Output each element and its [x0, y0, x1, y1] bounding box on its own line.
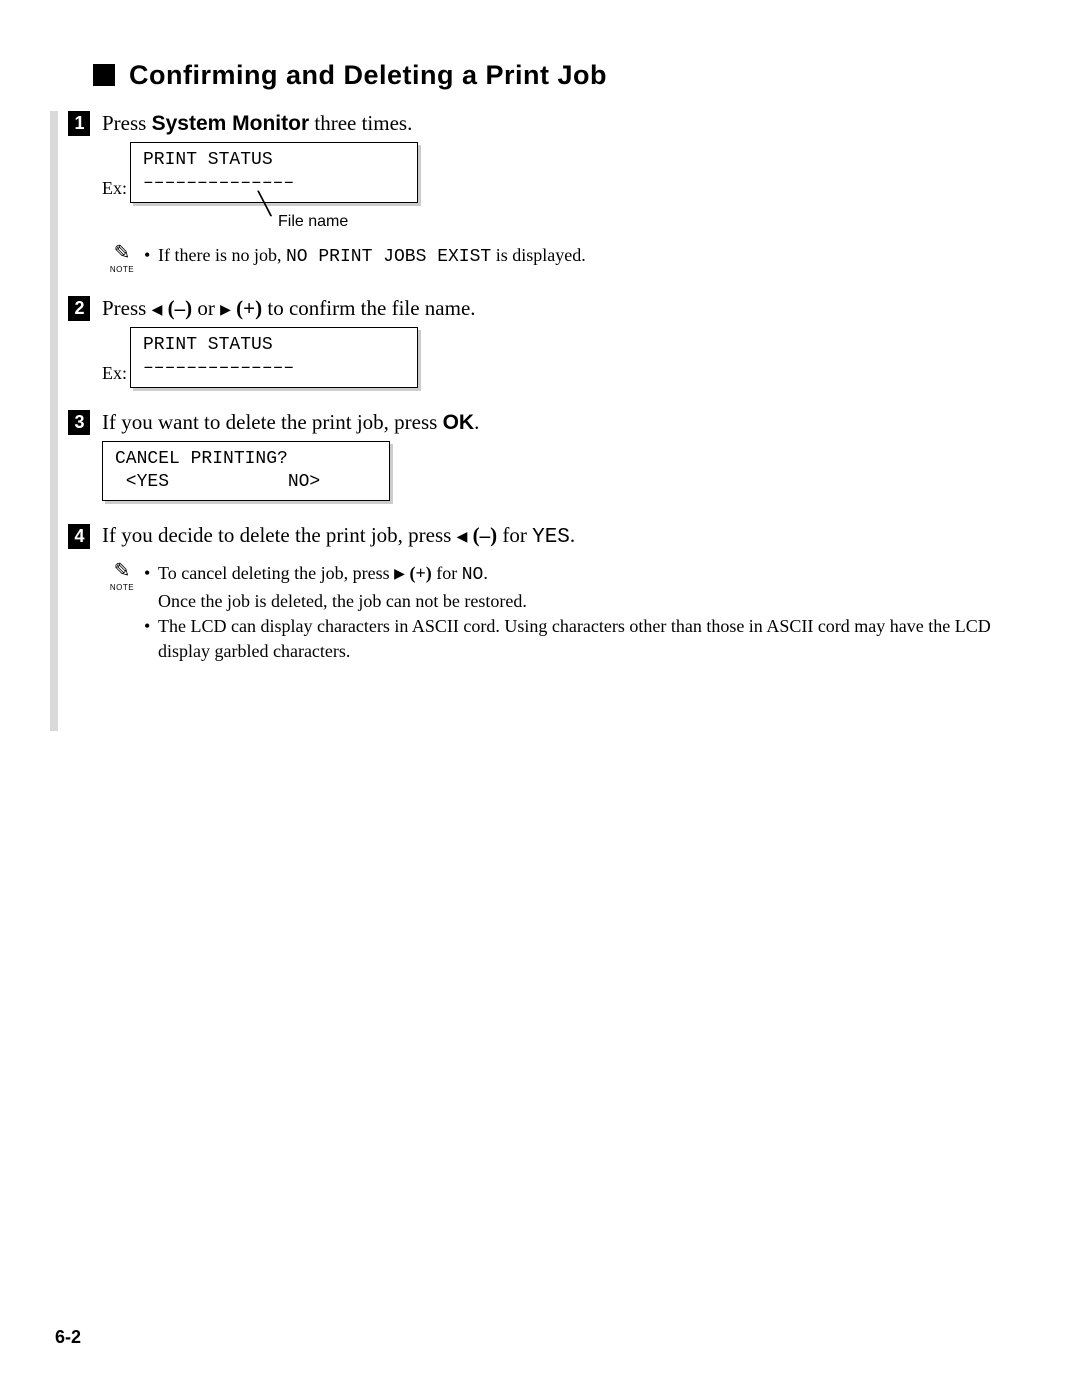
- lcd-line-1: CANCEL PRINTING?: [115, 448, 377, 471]
- step-4: 4 If you decide to delete the print job,…: [68, 523, 1025, 664]
- bold-text: (–): [473, 523, 498, 547]
- triangle-left-icon: ◀: [457, 530, 468, 545]
- note-item: If there is no job, NO PRINT JOBS EXIST …: [144, 243, 586, 270]
- text: If there is no job,: [158, 245, 286, 265]
- square-bullet-icon: [93, 64, 115, 86]
- note-icon-group: ✎ NOTE: [108, 243, 136, 274]
- mono-text: YES: [532, 526, 570, 549]
- step-1: 1 Press System Monitor three times. Ex: …: [68, 111, 1025, 274]
- text: If you want to delete the print job, pre…: [102, 410, 443, 434]
- note-block: ✎ NOTE To cancel deleting the job, press…: [108, 561, 1025, 664]
- example-row: Ex: PRINT STATUS ––––––––––––––: [102, 327, 1025, 388]
- side-rail: [50, 111, 58, 731]
- text: three times.: [309, 111, 412, 135]
- note-label: NOTE: [108, 583, 136, 592]
- section-title: Confirming and Deleting a Print Job: [129, 60, 607, 90]
- triangle-right-icon: ▶: [394, 567, 405, 582]
- note-item: The LCD can display characters in ASCII …: [144, 614, 1025, 664]
- note-item: To cancel deleting the job, press ▶ (+) …: [144, 561, 1025, 613]
- steps-list: 1 Press System Monitor three times. Ex: …: [68, 111, 1025, 731]
- triangle-right-icon: ▶: [220, 303, 231, 318]
- text: Press: [102, 111, 152, 135]
- note-icon-group: ✎ NOTE: [108, 561, 136, 592]
- step-instruction: If you want to delete the print job, pre…: [102, 410, 479, 435]
- step-instruction: If you decide to delete the print job, p…: [102, 523, 575, 549]
- annotation: ╲ File name: [218, 207, 1025, 231]
- step-instruction: Press ◀ (–) or ▶ (+) to confirm the file…: [102, 296, 476, 321]
- steps-container: 1 Press System Monitor three times. Ex: …: [50, 111, 1025, 731]
- page: Confirming and Deleting a Print Job 1 Pr…: [0, 0, 1080, 771]
- lcd-display: CANCEL PRINTING? <YES NO>: [102, 441, 390, 502]
- text: for: [432, 563, 462, 583]
- example-label: Ex:: [102, 178, 127, 203]
- lcd-line-2: <YES NO>: [115, 471, 377, 494]
- text: or: [192, 296, 220, 320]
- step-number-badge: 2: [68, 296, 90, 321]
- step-head: 4 If you decide to delete the print job,…: [68, 523, 1025, 549]
- mono-text: NO: [462, 565, 484, 585]
- lcd-line-1: PRINT STATUS: [143, 149, 405, 172]
- text: If you decide to delete the print job, p…: [102, 523, 457, 547]
- note-body: If there is no job, NO PRINT JOBS EXIST …: [144, 243, 586, 270]
- section-title-row: Confirming and Deleting a Print Job: [93, 60, 1025, 91]
- text: To cancel deleting the job, press: [158, 563, 394, 583]
- note-block: ✎ NOTE If there is no job, NO PRINT JOBS…: [108, 243, 1025, 274]
- text: to confirm the file name.: [262, 296, 475, 320]
- text: Press: [102, 296, 152, 320]
- triangle-left-icon: ◀: [152, 303, 163, 318]
- text: is displayed.: [491, 245, 586, 265]
- text: .: [483, 563, 488, 583]
- lcd-line-2: ––––––––––––––: [143, 172, 405, 195]
- lcd-line-1: PRINT STATUS: [143, 334, 405, 357]
- step-number-badge: 3: [68, 410, 90, 435]
- annotation-text: File name: [278, 207, 1025, 231]
- step-instruction: Press System Monitor three times.: [102, 111, 412, 136]
- text: .: [570, 523, 575, 547]
- lcd-display: PRINT STATUS ––––––––––––––: [130, 327, 418, 388]
- lcd-line-2: ––––––––––––––: [143, 357, 405, 380]
- step-head: 3 If you want to delete the print job, p…: [68, 410, 1025, 435]
- annotation-leader-icon: ╲: [258, 191, 271, 217]
- step-number-badge: 1: [68, 111, 90, 136]
- bold-text: (+): [409, 563, 431, 583]
- example-label: Ex:: [102, 363, 127, 388]
- pencil-icon: ✎: [108, 561, 136, 581]
- bold-text: (–): [168, 296, 193, 320]
- text: .: [474, 410, 479, 434]
- bold-text: System Monitor: [152, 112, 310, 135]
- step-head: 1 Press System Monitor three times.: [68, 111, 1025, 136]
- bold-text: (+): [236, 296, 262, 320]
- step-3: 3 If you want to delete the print job, p…: [68, 410, 1025, 502]
- page-number: 6-2: [55, 1327, 81, 1348]
- step-2: 2 Press ◀ (–) or ▶ (+) to confirm the fi…: [68, 296, 1025, 388]
- mono-text: NO PRINT JOBS EXIST: [286, 247, 491, 267]
- pencil-icon: ✎: [108, 243, 136, 263]
- note-label: NOTE: [108, 265, 136, 274]
- note-subtext: Once the job is deleted, the job can not…: [158, 589, 1025, 614]
- step-number-badge: 4: [68, 524, 90, 549]
- example-row: CANCEL PRINTING? <YES NO>: [102, 441, 1025, 502]
- lcd-display: PRINT STATUS ––––––––––––––: [130, 142, 418, 203]
- step-head: 2 Press ◀ (–) or ▶ (+) to confirm the fi…: [68, 296, 1025, 321]
- example-row: Ex: PRINT STATUS ––––––––––––––: [102, 142, 1025, 203]
- text: for: [497, 523, 532, 547]
- bold-text: OK: [443, 411, 475, 434]
- note-body: To cancel deleting the job, press ▶ (+) …: [144, 561, 1025, 664]
